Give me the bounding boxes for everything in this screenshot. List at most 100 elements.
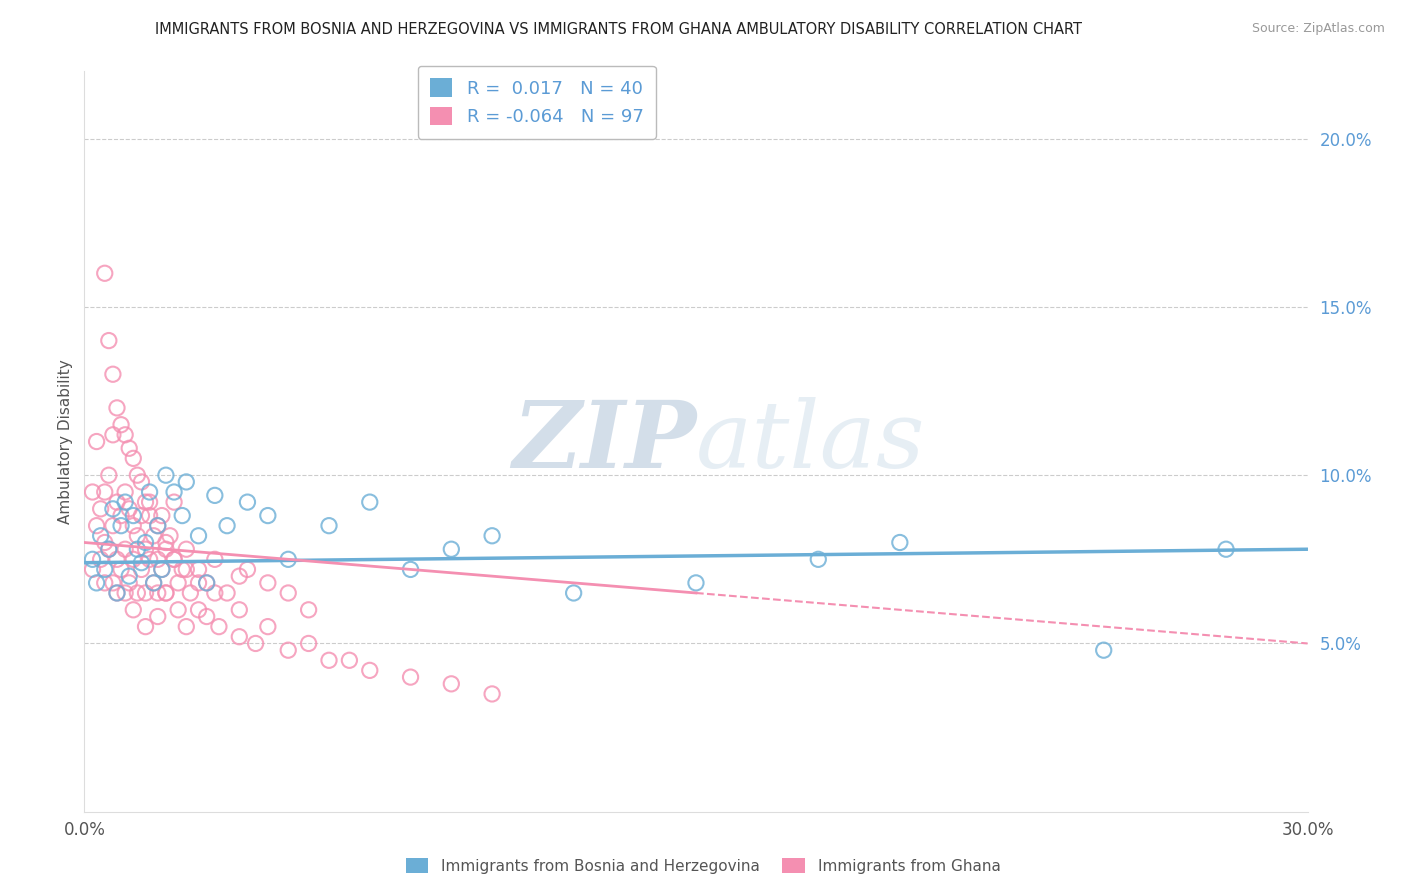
Point xyxy=(298,636,321,650)
Point xyxy=(105,586,128,600)
Point xyxy=(127,542,149,557)
Point xyxy=(318,518,340,533)
Point xyxy=(257,508,280,523)
Point xyxy=(131,475,153,489)
Point xyxy=(105,401,128,415)
Point xyxy=(86,518,108,533)
Point xyxy=(90,501,112,516)
Point xyxy=(122,508,145,523)
Point xyxy=(440,542,463,557)
Point xyxy=(217,586,239,600)
Point xyxy=(195,575,218,590)
Point xyxy=(114,542,136,557)
Point xyxy=(228,569,250,583)
Point xyxy=(204,488,226,502)
Point xyxy=(1215,542,1237,557)
Point xyxy=(101,427,124,442)
Point xyxy=(131,562,153,576)
Point xyxy=(93,485,115,500)
Point xyxy=(204,586,226,600)
Point xyxy=(101,368,124,382)
Point xyxy=(146,552,169,566)
Point xyxy=(122,518,145,533)
Point xyxy=(118,575,141,590)
Point xyxy=(298,603,321,617)
Point xyxy=(481,529,503,543)
Point xyxy=(127,529,149,543)
Point xyxy=(142,575,165,590)
Point xyxy=(167,603,190,617)
Point xyxy=(155,542,177,557)
Point xyxy=(138,495,160,509)
Point xyxy=(82,562,104,576)
Point xyxy=(82,485,104,500)
Point xyxy=(127,586,149,600)
Point xyxy=(97,542,120,557)
Point xyxy=(562,586,585,600)
Point xyxy=(685,575,707,590)
Point xyxy=(138,508,160,523)
Point xyxy=(142,529,165,543)
Point xyxy=(807,552,830,566)
Point xyxy=(228,630,250,644)
Point xyxy=(187,603,209,617)
Point xyxy=(142,575,165,590)
Point xyxy=(172,508,194,523)
Legend: Immigrants from Bosnia and Herzegovina, Immigrants from Ghana: Immigrants from Bosnia and Herzegovina, … xyxy=(399,852,1007,880)
Point xyxy=(127,468,149,483)
Point xyxy=(135,619,157,633)
Point xyxy=(163,552,186,566)
Point xyxy=(105,586,128,600)
Point xyxy=(110,508,132,523)
Point xyxy=(97,542,120,557)
Point xyxy=(110,562,132,576)
Point xyxy=(277,552,299,566)
Point xyxy=(208,619,231,633)
Legend: R =  0.017   N = 40, R = -0.064   N = 97: R = 0.017 N = 40, R = -0.064 N = 97 xyxy=(418,66,657,138)
Point xyxy=(277,643,299,657)
Point xyxy=(86,575,108,590)
Point xyxy=(82,552,104,566)
Point xyxy=(155,468,177,483)
Point xyxy=(101,518,124,533)
Point xyxy=(97,468,120,483)
Point xyxy=(114,485,136,500)
Point xyxy=(167,575,190,590)
Point xyxy=(131,556,153,570)
Point xyxy=(163,495,186,509)
Point xyxy=(114,495,136,509)
Point xyxy=(245,636,267,650)
Point xyxy=(399,670,422,684)
Point xyxy=(155,535,177,549)
Text: atlas: atlas xyxy=(696,397,925,486)
Point xyxy=(150,508,173,523)
Point xyxy=(146,518,169,533)
Point xyxy=(236,495,259,509)
Point xyxy=(114,427,136,442)
Point xyxy=(122,603,145,617)
Point xyxy=(135,495,157,509)
Point xyxy=(146,586,169,600)
Point xyxy=(399,562,422,576)
Point xyxy=(318,653,340,667)
Point xyxy=(257,619,280,633)
Point xyxy=(101,575,124,590)
Point xyxy=(90,529,112,543)
Point xyxy=(359,664,381,678)
Point xyxy=(339,653,361,667)
Point xyxy=(135,542,157,557)
Point xyxy=(93,562,115,576)
Point xyxy=(159,529,181,543)
Point xyxy=(97,334,120,348)
Point xyxy=(481,687,503,701)
Point xyxy=(889,535,911,549)
Point xyxy=(174,542,197,557)
Point xyxy=(93,575,115,590)
Point xyxy=(105,552,128,566)
Point xyxy=(90,552,112,566)
Point xyxy=(359,495,381,509)
Point xyxy=(179,586,201,600)
Point xyxy=(101,501,124,516)
Point xyxy=(93,266,115,280)
Point xyxy=(195,609,218,624)
